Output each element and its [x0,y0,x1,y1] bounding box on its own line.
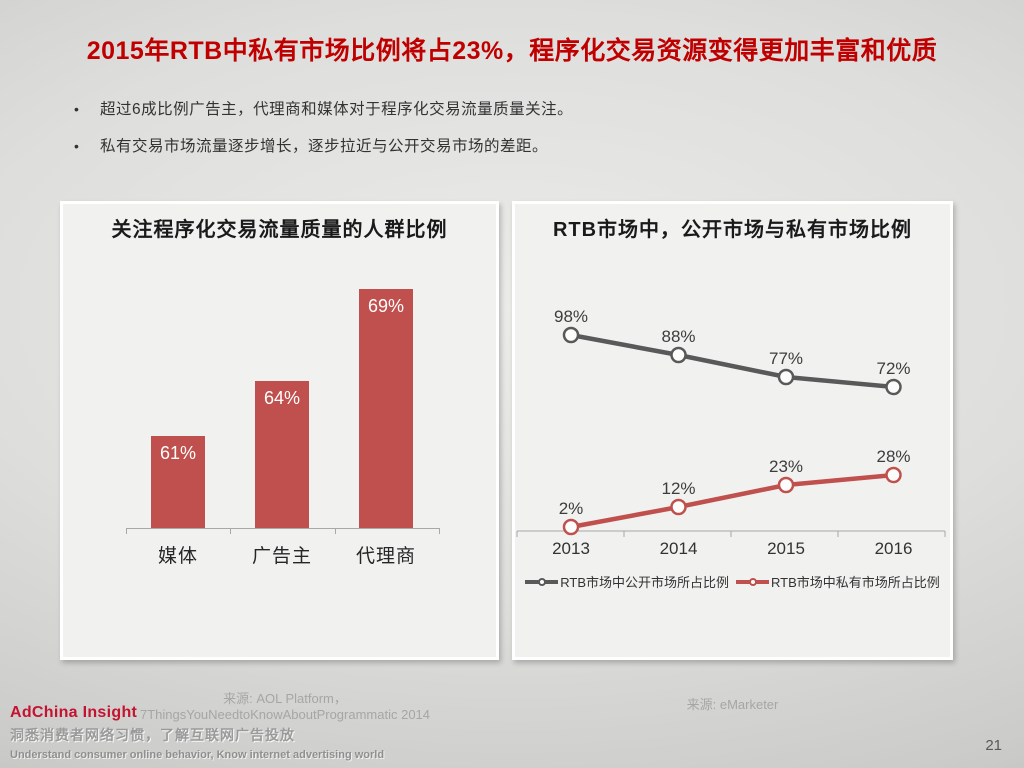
x-axis-tick [335,528,336,534]
page-number: 21 [985,737,1002,754]
bullet-text: 超过6成比例广告主，代理商和媒体对于程序化交易流量质量关注。 [100,101,574,118]
line-chart-svg: 2013 2014 2015 2016 98% 88% 77% 72% 2% 12% 23% 28% [516,307,946,558]
page-title: 2015年RTB中私有市场比例将占23%，程序化交易资源变得更加丰富和优质 [86,37,938,65]
footer: AdChina Insight 洞悉消费者网络习惯，了解互联网广告投放 Unde… [10,704,384,761]
x-axis-tick [126,528,127,534]
data-point-label: 23% [769,457,803,476]
bullet-list: • 超过6成比例广告主，代理商和媒体对于程序化交易流量质量关注。 • 私有交易市… [74,99,573,173]
bar: 64% [255,381,309,528]
bullet-icon: • [74,101,79,117]
legend-line-icon [736,577,769,586]
bar-value-label: 61% [159,443,197,463]
line-series-0 [570,332,894,390]
bar-value-label: 64% [263,388,301,408]
bar-value-label: 69% [367,296,405,316]
bar-chart-plot: 61% 媒体 64% 广告主 69% 代理商 [63,204,496,657]
data-point-marker [562,326,580,344]
legend-line-icon [525,577,559,586]
line-chart-title: RTB市场中，公开市场与私有市场比例 [552,219,913,241]
source-left-line2: 7ThingsYouNeedtoKnowAboutProgrammatic 20… [139,707,431,722]
data-point-marker [562,518,580,536]
category-label: 代理商 [355,546,416,567]
bullet-icon: • [74,138,79,154]
data-point-marker [777,368,795,386]
footer-tagline-en: Understand consumer online behavior, Kno… [10,749,385,761]
bar: 69% [359,289,413,528]
legend-item: RTB市场中公开市场所占比例 [525,572,729,591]
data-point-label: 12% [661,479,695,498]
bar-chart-title: 关注程序化交易流量质量的人群比例 [111,219,448,241]
bar: 61% [151,436,205,528]
x-axis-tick [230,528,231,534]
x-axis-tick [439,528,440,534]
line-series-1 [570,472,894,530]
data-point-label: 72% [876,359,910,378]
bullet-text: 私有交易市场流量逐步增长，逐步拉近与公开交易市场的差距。 [100,138,549,155]
footer-tagline-cn: 洞悉消费者网络习惯，了解互联网广告投放 [10,727,295,743]
data-point-marker [777,476,795,494]
category-label: 广告主 [251,546,312,567]
bullet-item: • 超过6成比例广告主，代理商和媒体对于程序化交易流量质量关注。 [74,99,573,120]
data-point-marker [670,498,687,516]
x-tick-label: 2015 [767,539,805,558]
data-point-label: 98% [554,307,588,326]
category-label: 媒体 [157,546,198,567]
legend-item: RTB市场中私有市场所占比例 [736,572,940,591]
data-point-label: 77% [769,349,803,368]
source-left: 来源: AOL Platform， 7ThingsYouNeedtoKnowAb… [65,691,505,723]
x-tick-label: 2014 [660,539,698,558]
line-chart-legend: RTB市场中公开市场所占比例 RTB市场中私有市场所占比例 [515,572,950,591]
x-axis-line [126,528,439,529]
legend-label: RTB市场中私有市场所占比例 [771,575,940,590]
bar-chart-card: 关注程序化交易流量质量的人群比例 61% 媒体 64% 广告主 69% 代理商 [60,201,499,660]
data-point-marker [885,378,902,396]
legend-label: RTB市场中公开市场所占比例 [560,575,729,590]
data-point-marker [670,346,687,364]
line-chart-card: RTB市场中，公开市场与私有市场比例 2013 2014 2015 2016 98% 88… [512,201,953,660]
data-point-label: 28% [876,447,910,466]
source-right: 来源: eMarketer [686,697,779,712]
x-tick-label: 2013 [552,539,590,558]
footer-logo: AdChina Insight [10,704,138,721]
data-point-label: 2% [559,499,584,518]
data-point-marker [885,466,902,484]
legend-marker-icon [537,577,546,586]
data-point-label: 88% [661,327,695,346]
source-left-line1: 来源: AOL Platform， [223,691,347,706]
x-tick-label: 2016 [875,539,913,558]
legend-marker-icon [748,577,757,586]
bullet-item: • 私有交易市场流量逐步增长，逐步拉近与公开交易市场的差距。 [74,136,573,157]
